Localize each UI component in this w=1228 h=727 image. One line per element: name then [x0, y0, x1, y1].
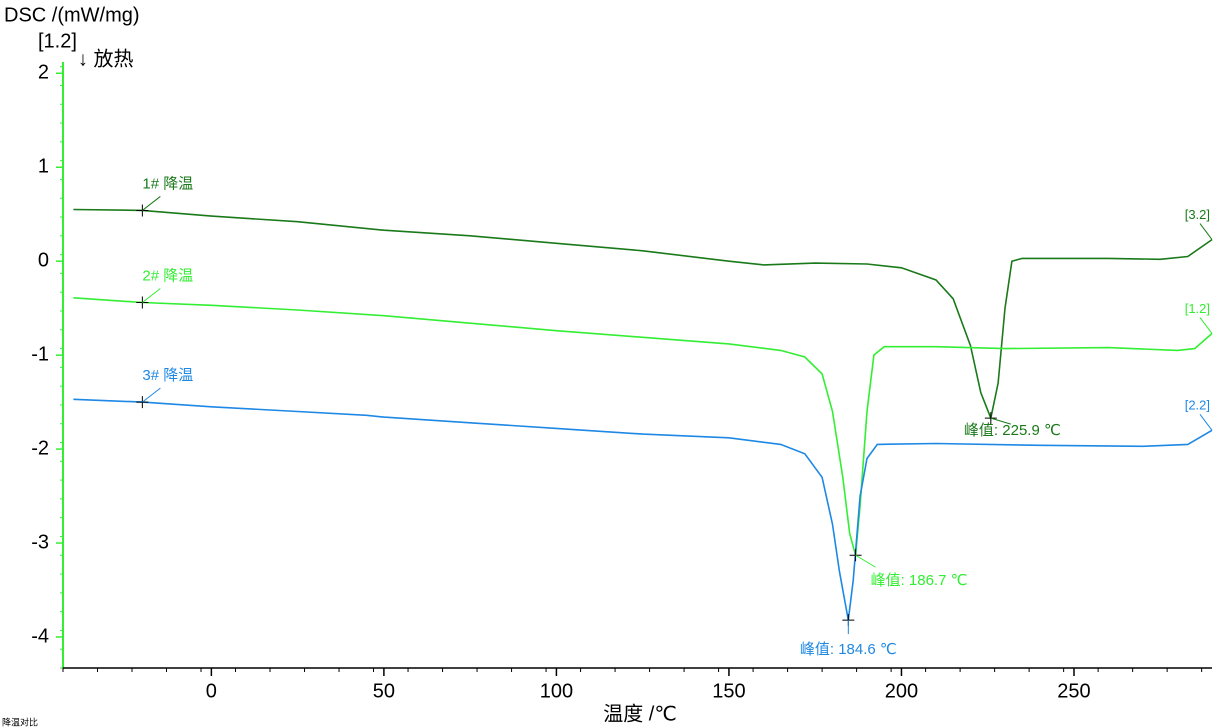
leader-line — [990, 417, 1011, 425]
y-tick-label: 1 — [38, 156, 49, 178]
x-tick-label: 250 — [1057, 680, 1090, 702]
cross-marker — [136, 204, 149, 217]
leader-line — [142, 288, 161, 303]
y-axis-label: DSC /(mW/mg) — [4, 4, 140, 26]
y-tick-label: 2 — [38, 62, 49, 84]
series-label: 3# 降温 — [142, 367, 193, 384]
series-label: 1# 降温 — [142, 175, 193, 192]
leader-line — [1199, 317, 1213, 334]
leader-line — [142, 387, 161, 403]
series-line — [73, 297, 1213, 556]
end-tag: [2.2] — [1185, 398, 1210, 413]
x-tick-label: 200 — [885, 680, 918, 702]
peak-label: 峰值: 225.9 ℃ — [964, 422, 1061, 439]
y-tick-label: -3 — [31, 531, 49, 553]
x-axis-label: 温度 /℃ — [603, 702, 677, 725]
end-tag: [1.2] — [1185, 301, 1210, 316]
cross-marker — [136, 396, 149, 409]
y-tick-label: -1 — [31, 343, 49, 365]
cross-marker — [136, 296, 149, 309]
x-tick-label: 150 — [712, 680, 745, 702]
y-tick-label: -4 — [31, 625, 49, 647]
direction-note: ↓ 放热 — [78, 47, 134, 70]
leader-line — [142, 196, 161, 211]
y-tick-label: -2 — [31, 437, 49, 459]
series-label: 2# 降温 — [142, 267, 193, 284]
y-axis-tag: [1.2] — [38, 30, 77, 52]
cross-marker — [984, 412, 997, 425]
leader-line — [1199, 413, 1213, 431]
peak-label: 峰值: 186.7 ℃ — [871, 572, 968, 589]
series-line — [73, 398, 1213, 621]
leader-line — [855, 554, 876, 568]
cross-marker — [849, 549, 862, 562]
peak-label: 峰值: 184.6 ℃ — [800, 641, 897, 658]
x-tick-label: 50 — [373, 680, 395, 702]
x-tick-label: 0 — [206, 680, 217, 702]
end-tag: [3.2] — [1185, 207, 1210, 222]
y-tick-label: 0 — [38, 249, 49, 271]
x-tick-label: 100 — [540, 680, 573, 702]
footer: 降温对比 — [2, 716, 38, 727]
leader-line — [1199, 223, 1213, 240]
series-line — [73, 208, 1213, 421]
